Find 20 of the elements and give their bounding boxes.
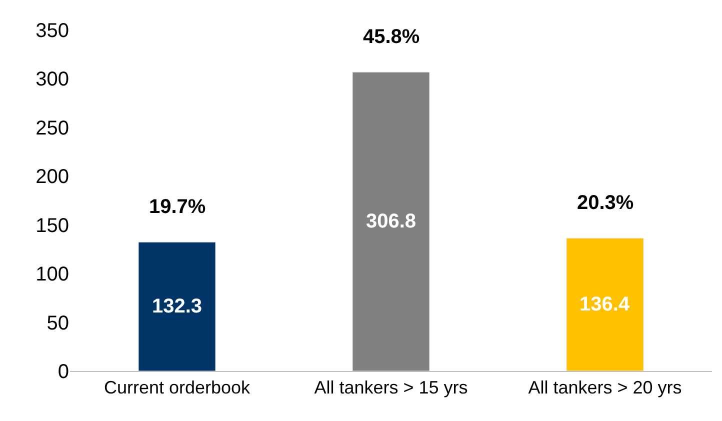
annotation: 19.7% bbox=[149, 196, 206, 218]
data-label: 136.4 bbox=[580, 294, 630, 316]
y-tick-label: 300 bbox=[36, 68, 69, 91]
y-tick-label: 200 bbox=[36, 166, 69, 188]
annotation: 20.3% bbox=[577, 192, 634, 214]
bar bbox=[352, 72, 430, 371]
bar bbox=[138, 242, 216, 371]
y-tick-label: 250 bbox=[36, 117, 69, 140]
y-tick-label: 150 bbox=[36, 214, 69, 237]
x-tick-label: All tankers > 15 yrs bbox=[314, 378, 468, 398]
data-label: 132.3 bbox=[152, 296, 202, 318]
annotation: 45.8% bbox=[363, 26, 420, 48]
y-tick-label: 100 bbox=[36, 264, 69, 286]
data-label: 306.8 bbox=[366, 210, 416, 233]
y-tick-label: 50 bbox=[46, 312, 69, 334]
y-tick-label: 0 bbox=[58, 361, 69, 383]
x-tick-label: Current orderbook bbox=[104, 378, 252, 398]
x-tick-label: All tankers > 20 yrs bbox=[528, 378, 682, 398]
bar bbox=[566, 238, 644, 371]
y-tick-label: 350 bbox=[36, 20, 69, 42]
